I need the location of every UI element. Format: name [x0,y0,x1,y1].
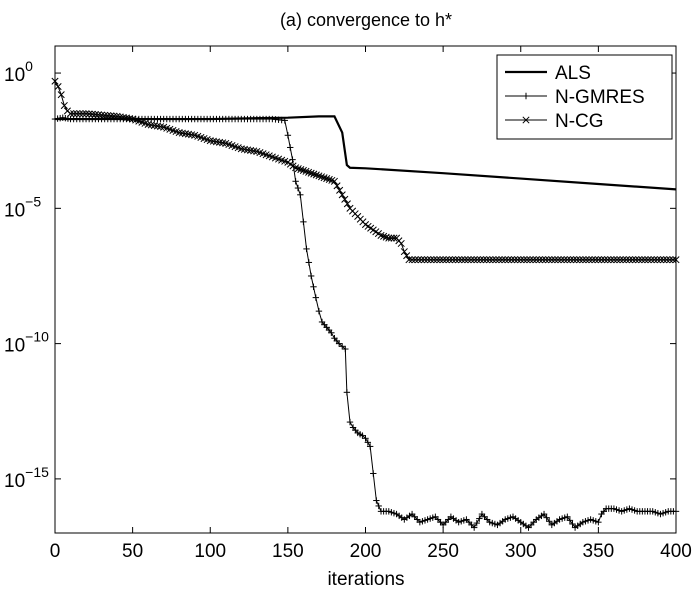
series-markers [51,77,680,264]
y-axis: 100 10−5 10−10 10−15 [4,58,676,492]
y-tick-label: 100 [4,58,33,86]
legend-label: N-GMRES [555,87,645,108]
x-tick-label: 200 [350,541,382,562]
legend-entry: N-CG [505,111,604,132]
x-tick-label: 100 [194,541,226,562]
series-n-cg [51,77,680,264]
y-tick-label: 10−15 [4,464,49,492]
series-n-gmres [51,114,680,531]
legend-label: N-CG [555,111,604,132]
legend: ALS N-GMRES N-CG [496,54,673,140]
x-tick-label: 250 [427,541,459,562]
x-tick-label: 400 [660,541,692,562]
x-tick-label: 50 [122,541,143,562]
x-tick-label: 350 [583,541,615,562]
chart-title: (a) convergence to h* [280,10,452,30]
legend-entry: ALS [505,63,591,84]
x-tick-label: 0 [50,541,61,562]
x-axis: 0 50 100 150 200 250 300 350 400 [50,46,692,562]
x-tick-label: 150 [272,541,304,562]
y-tick-label: 10−5 [4,193,41,221]
legend-label: ALS [555,63,591,84]
series-markers [51,114,680,531]
legend-entry: N-GMRES [505,87,645,108]
series-line [54,117,676,529]
series-layer [51,77,680,531]
y-tick-label: 10−10 [4,329,49,357]
x-axis-label: iterations [327,569,404,590]
x-tick-label: 300 [505,541,537,562]
